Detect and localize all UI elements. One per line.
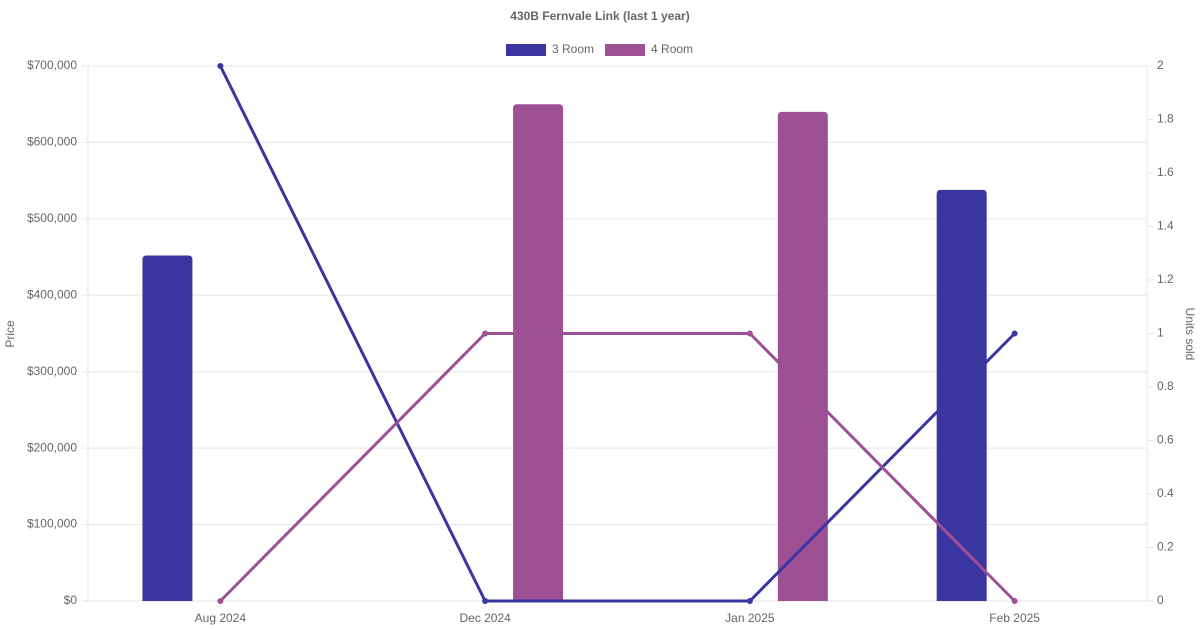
y2-tick-label: 1.2	[1157, 272, 1174, 286]
legend-swatch	[605, 44, 646, 56]
y-tick-label: $0	[64, 593, 78, 607]
point	[1011, 598, 1018, 604]
point	[1011, 330, 1018, 337]
y2-tick-label: 1	[1157, 326, 1164, 340]
point	[746, 598, 753, 604]
y-tick-label: $600,000	[27, 135, 77, 149]
y-tick-label: $200,000	[27, 440, 77, 454]
y2-tick-label: 0.8	[1157, 379, 1174, 393]
x-tick-label: Feb 2025	[989, 611, 1040, 625]
y2-tick-label: 0.2	[1157, 540, 1174, 554]
y2-tick-label: 1.8	[1157, 112, 1174, 126]
bar	[513, 104, 564, 601]
x-tick-label: Jan 2025	[725, 611, 775, 625]
y2-tick-label: 0.4	[1157, 486, 1174, 500]
y-tick-label: $400,000	[27, 287, 77, 301]
y2-axis-title: Units sold	[1183, 308, 1197, 361]
point	[217, 598, 224, 604]
chart-title: 430B Fernvale Link (last 1 year)	[510, 9, 689, 23]
y2-tick-label: 0	[1157, 593, 1164, 607]
y-axis-title: Price	[3, 320, 17, 348]
bar	[142, 255, 193, 602]
legend-swatch	[506, 44, 546, 56]
y-tick-label: $100,000	[27, 517, 77, 531]
y2-tick-label: 2	[1157, 58, 1164, 72]
point	[482, 330, 489, 337]
y-tick-label: $700,000	[27, 58, 77, 72]
point	[482, 598, 489, 604]
y2-tick-label: 1.6	[1157, 165, 1174, 179]
legend-label: 3 Room	[552, 42, 594, 56]
y-tick-label: $500,000	[27, 211, 77, 225]
y2-tick-label: 0.6	[1157, 433, 1174, 447]
bar	[936, 189, 987, 602]
line	[219, 332, 1016, 603]
bar	[777, 111, 828, 601]
x-tick-label: Dec 2024	[459, 611, 511, 625]
y-tick-label: $300,000	[27, 364, 77, 378]
point	[746, 330, 753, 337]
x-tick-label: Aug 2024	[195, 611, 247, 625]
legend-label: 4 Room	[651, 42, 693, 56]
point	[217, 63, 224, 69]
y2-tick-label: 1.4	[1157, 219, 1174, 233]
